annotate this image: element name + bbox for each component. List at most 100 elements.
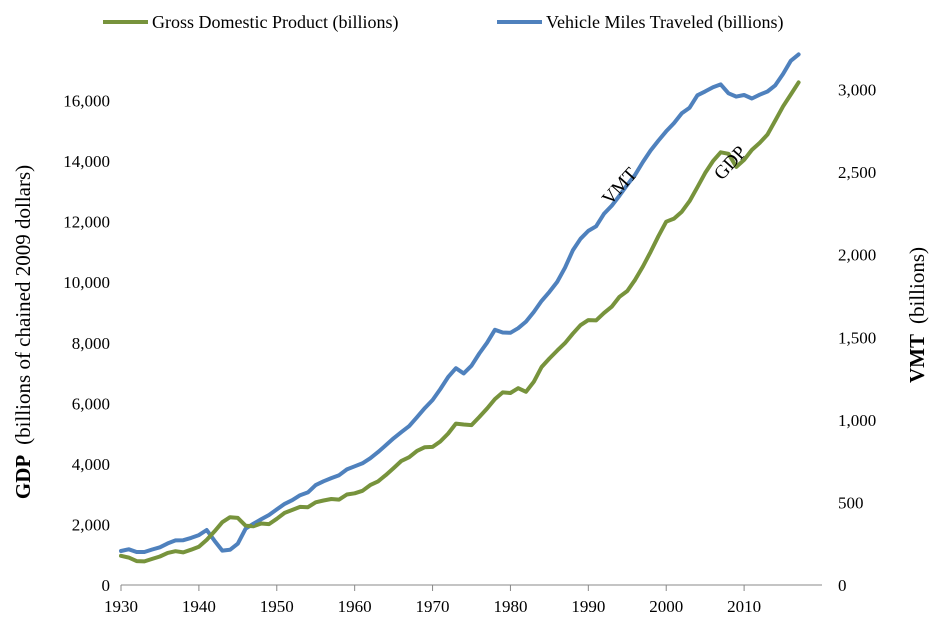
data-point-vmt <box>555 280 559 284</box>
data-point-vmt <box>734 95 738 99</box>
data-point-gdp <box>688 199 692 203</box>
data-point-gdp <box>438 440 442 443</box>
data-point-gdp <box>290 508 294 512</box>
data-point-gdp <box>415 449 419 453</box>
data-point-vmt <box>236 542 240 546</box>
y-left-tick-label: 6,000 <box>72 394 110 413</box>
data-point-vmt <box>431 398 435 402</box>
x-tick-label: 1940 <box>182 597 216 616</box>
data-point-vmt <box>602 212 606 216</box>
y-left-tick-label: 4,000 <box>72 455 110 474</box>
data-point-vmt <box>711 85 715 89</box>
data-point-vmt <box>384 443 388 447</box>
data-point-gdp <box>501 390 505 394</box>
data-point-vmt <box>158 545 162 549</box>
data-point-vmt <box>298 493 302 497</box>
data-point-gdp <box>703 171 707 175</box>
data-point-gdp <box>275 517 279 521</box>
data-point-gdp <box>789 93 793 96</box>
data-point-vmt <box>766 90 769 93</box>
data-point-gdp <box>719 150 723 154</box>
data-point-vmt <box>197 533 201 537</box>
data-point-vmt <box>649 149 653 152</box>
data-point-gdp <box>407 455 411 459</box>
data-point-gdp <box>150 557 154 561</box>
data-point-vmt <box>166 541 170 545</box>
data-point-gdp <box>508 391 512 395</box>
data-point-vmt <box>446 375 450 379</box>
series-line-gdp <box>119 80 801 564</box>
data-point-gdp <box>555 349 559 353</box>
data-point-vmt <box>508 331 512 335</box>
data-point-gdp <box>773 119 777 122</box>
annotation-gdp: GDP <box>710 142 751 184</box>
data-point-gdp <box>470 423 473 427</box>
y-right-tick-label: 0 <box>838 576 847 595</box>
data-point-gdp <box>727 152 730 156</box>
data-point-vmt <box>454 366 458 370</box>
data-point-vmt <box>781 72 785 76</box>
data-point-gdp <box>742 158 746 162</box>
data-point-vmt <box>688 106 692 110</box>
data-point-gdp <box>213 529 216 533</box>
data-point-vmt <box>750 97 754 100</box>
data-point-vmt <box>532 310 536 314</box>
data-point-vmt <box>656 139 660 143</box>
data-point-gdp <box>618 295 621 299</box>
data-point-vmt <box>150 548 154 551</box>
data-point-gdp <box>781 104 785 108</box>
data-point-gdp <box>353 491 357 495</box>
data-point-gdp <box>135 559 139 563</box>
legend: Gross Domestic Product (billions) Vehicl… <box>103 12 783 33</box>
y-right-tick-label: 3,000 <box>838 81 876 100</box>
data-point-vmt <box>345 467 349 471</box>
y-left-tick-label: 10,000 <box>63 273 110 292</box>
data-point-vmt <box>680 111 684 115</box>
y-right-axis-title: VMT (billions) <box>905 247 929 383</box>
y-left-axis-title-bold: GDP <box>11 455 35 500</box>
data-point-gdp <box>711 159 715 163</box>
y-right-axis-title-bold: VMT <box>905 334 929 383</box>
data-point-vmt <box>329 476 333 480</box>
data-point-gdp <box>766 133 769 136</box>
data-point-gdp <box>142 559 146 563</box>
data-point-gdp <box>485 407 489 410</box>
data-point-gdp <box>516 386 520 390</box>
series-points-gdp <box>119 80 801 563</box>
data-point-gdp <box>532 380 536 384</box>
data-point-vmt <box>290 498 294 502</box>
data-point-vmt <box>524 320 528 324</box>
data-point-vmt <box>641 160 645 164</box>
data-point-gdp <box>540 365 544 369</box>
series-line-vmt <box>119 52 801 554</box>
data-point-vmt <box>477 352 481 355</box>
data-point-vmt <box>485 341 489 345</box>
data-point-gdp <box>361 489 364 493</box>
y-left-tick-label: 16,000 <box>63 92 110 111</box>
data-point-vmt <box>127 547 131 551</box>
data-point-vmt <box>353 464 357 468</box>
x-tick-label: 2000 <box>649 597 683 616</box>
legend-label-vmt: Vehicle Miles Traveled (billions) <box>546 12 783 33</box>
x-tick-label: 2010 <box>727 597 761 616</box>
data-point-vmt <box>251 522 255 526</box>
data-point-vmt <box>563 266 567 270</box>
data-point-gdp <box>750 148 754 152</box>
data-point-vmt <box>267 513 271 517</box>
data-point-gdp <box>625 289 629 293</box>
data-point-vmt <box>516 326 520 330</box>
data-point-gdp <box>423 445 427 449</box>
data-point-gdp <box>345 493 349 496</box>
data-point-vmt <box>181 538 185 542</box>
y-right-tick-label: 2,000 <box>838 246 876 265</box>
data-point-vmt <box>135 550 139 554</box>
data-point-gdp <box>306 505 310 509</box>
x-tick-label: 1990 <box>571 597 605 616</box>
data-point-gdp <box>283 511 287 515</box>
data-point-vmt <box>119 549 123 553</box>
data-point-gdp <box>649 250 653 254</box>
data-point-gdp <box>586 318 590 322</box>
data-point-vmt <box>322 479 325 483</box>
data-point-gdp <box>734 165 738 169</box>
data-point-gdp <box>267 522 271 526</box>
